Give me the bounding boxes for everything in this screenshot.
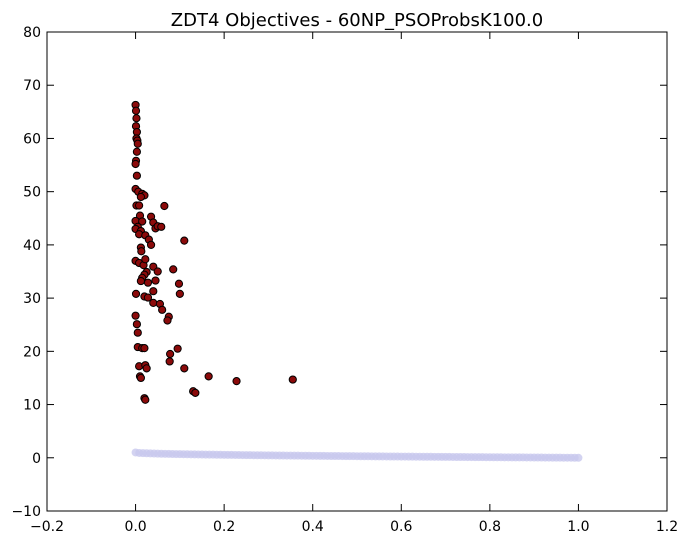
y-tick-label: −10 <box>11 504 41 520</box>
y-tick-label: 30 <box>23 291 41 307</box>
objective-point <box>132 147 141 156</box>
objective-point <box>132 114 141 123</box>
objective-point <box>133 328 142 337</box>
objective-point <box>146 240 156 249</box>
objective-point <box>136 373 145 383</box>
x-tick-label: 0.6 <box>390 519 412 535</box>
objective-point <box>166 349 175 359</box>
y-tick-label: 70 <box>23 78 41 94</box>
objective-point <box>204 372 213 381</box>
objective-point <box>143 278 153 287</box>
objective-point <box>137 247 146 256</box>
y-tick-label: 50 <box>23 185 41 201</box>
objective-point <box>149 298 158 308</box>
objective-point <box>153 267 162 276</box>
objective-point <box>288 375 297 384</box>
objective-point <box>151 276 160 285</box>
x-tick-label: 0.0 <box>124 519 146 535</box>
axis-ticks: −0.2 0.0 0.2 0.4 0.6 0.8 1.0 1.2 −10 0 10 20 30 40 50 6… <box>11 25 678 535</box>
objective-point <box>136 192 145 202</box>
objective-point <box>136 276 145 286</box>
objective-point <box>135 201 144 210</box>
objective-point <box>131 289 141 298</box>
objective-point <box>142 364 151 373</box>
objective-point <box>132 320 141 329</box>
y-tick-label: 80 <box>23 25 41 41</box>
objective-point <box>143 293 153 302</box>
x-tick-label: 1.0 <box>567 519 589 535</box>
objective-point <box>169 265 178 274</box>
objective-point <box>163 316 172 325</box>
objective-point <box>133 139 142 148</box>
pareto-front-point <box>574 453 583 462</box>
objective-point <box>173 344 182 353</box>
objective-point <box>232 377 241 386</box>
objective-point <box>191 388 200 397</box>
objective-point <box>158 305 167 314</box>
objective-point <box>141 395 150 404</box>
objective-point <box>132 171 141 180</box>
y-tick-label: 40 <box>23 238 41 254</box>
objective-point <box>175 289 184 298</box>
objective-point <box>174 279 184 288</box>
objective-point <box>160 201 169 211</box>
axes-frame <box>46 31 668 512</box>
y-tick-label: 20 <box>23 344 41 360</box>
objective-point <box>131 311 140 320</box>
x-tick-label: 0.2 <box>213 519 235 535</box>
x-tick-label: 0.4 <box>302 519 324 535</box>
objective-point <box>180 364 189 373</box>
x-tick-label: −0.2 <box>30 519 64 535</box>
objective-point <box>138 217 147 226</box>
x-tick-label: 0.8 <box>479 519 501 535</box>
objective-point <box>140 344 149 353</box>
objective-point <box>149 287 158 296</box>
y-tick-label: 0 <box>32 451 41 467</box>
objective-point <box>165 357 174 366</box>
y-tick-label: 10 <box>23 398 41 414</box>
objective-point <box>131 159 140 169</box>
objective-point <box>131 106 141 115</box>
x-tick-label: 1.2 <box>656 519 678 535</box>
objective-point <box>180 236 189 245</box>
plot-area <box>131 100 583 462</box>
chart-title: ZDT4 Objectives - 60NP_PSOProbsK100.0 <box>171 10 543 31</box>
y-tick-label: 60 <box>23 131 41 147</box>
objective-point <box>141 255 150 264</box>
objective-point <box>157 222 166 231</box>
